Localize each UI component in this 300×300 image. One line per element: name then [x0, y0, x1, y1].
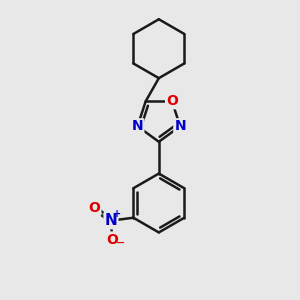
Text: N: N	[132, 119, 143, 133]
Text: O: O	[88, 201, 101, 215]
Text: N: N	[174, 119, 186, 133]
Text: N: N	[105, 213, 117, 228]
Text: −: −	[116, 238, 125, 248]
Text: +: +	[113, 208, 121, 219]
Text: O: O	[166, 94, 178, 108]
Text: O: O	[106, 232, 118, 247]
